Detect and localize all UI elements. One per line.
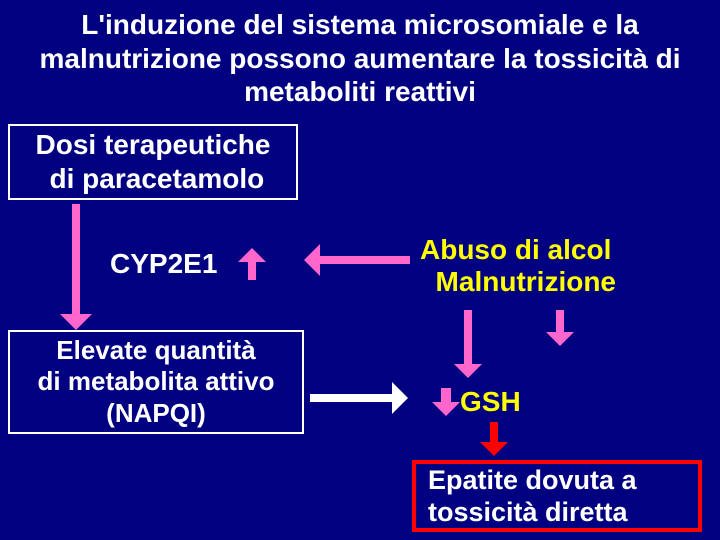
cyp2e1-text: CYP2E1 — [110, 248, 217, 279]
abuso-text: Abuso di alcol Malnutrizione — [420, 234, 616, 297]
label-gsh: GSH — [460, 386, 521, 418]
box-dosi-text: Dosi terapeutiche di paracetamolo — [36, 128, 271, 195]
label-abuso-malnutrizione: Abuso di alcol Malnutrizione — [420, 234, 616, 298]
box-napqi-text: Elevate quantitàdi metabolita attivo(NAP… — [38, 335, 275, 429]
box-dosi-terapeutiche: Dosi terapeutiche di paracetamolo — [8, 124, 298, 200]
title-text: L'induzione del sistema microsomiale e l… — [39, 9, 680, 107]
box-epatite-text: Epatite dovuta atossicità diretta — [428, 464, 637, 529]
gsh-text: GSH — [460, 386, 521, 417]
box-napqi: Elevate quantitàdi metabolita attivo(NAP… — [8, 330, 304, 434]
label-cyp2e1: CYP2E1 — [110, 248, 217, 280]
box-epatite: Epatite dovuta atossicità diretta — [412, 460, 702, 532]
slide-title: L'induzione del sistema microsomiale e l… — [30, 8, 690, 109]
